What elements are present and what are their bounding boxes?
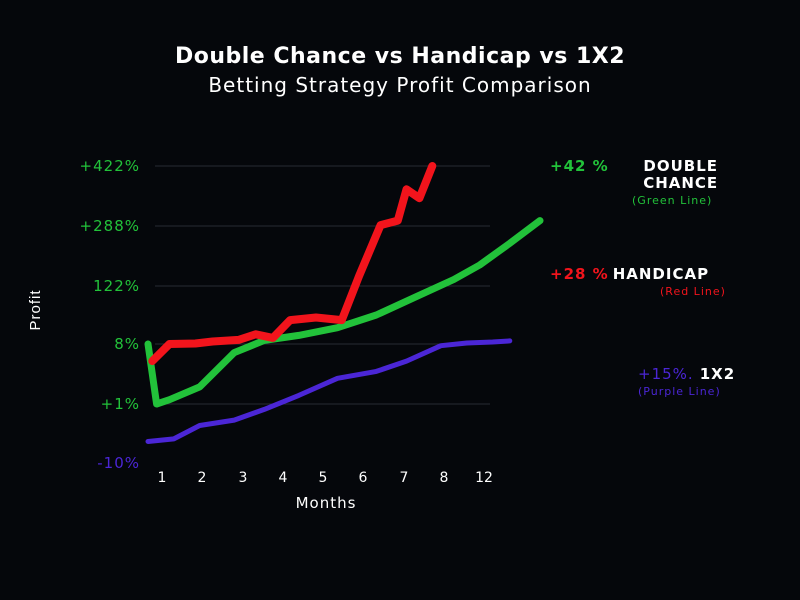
legend-value: +15%. xyxy=(638,365,694,383)
y-axis-ticks: -10% +1% 8% 122% +288% +422% xyxy=(80,157,140,472)
legend-name: 1X2 xyxy=(699,365,736,383)
x-tick-label: 12 xyxy=(475,470,493,486)
legend-handicap: +28 % HANDICAP (Red Line) xyxy=(550,266,726,300)
x-axis-label: Months xyxy=(296,494,357,512)
chart-subtitle: Betting Strategy Profit Comparison xyxy=(208,73,592,97)
legend-name: HANDICAP xyxy=(612,265,710,283)
x-tick-label: 8 xyxy=(440,470,449,486)
x-tick-label: 1 xyxy=(158,470,167,486)
legend-double-chance: +42 % DOUBLE CHANCE (Green Line) xyxy=(550,158,741,209)
y-tick-label: +288% xyxy=(80,217,140,235)
legend-value: +28 % xyxy=(550,265,609,283)
legend-note: (Purple Line) xyxy=(638,385,721,398)
x-tick-label: 7 xyxy=(400,470,409,486)
y-tick-label: +1% xyxy=(101,395,140,413)
x-tick-label: 2 xyxy=(198,470,207,486)
y-tick-label: -10% xyxy=(97,454,140,472)
legend-value: +42 % xyxy=(550,157,609,175)
series-lines xyxy=(144,162,544,444)
y-tick-label: 122% xyxy=(93,277,140,295)
series-line-handicap xyxy=(148,162,437,366)
x-tick-label: 6 xyxy=(359,470,368,486)
series-line-1x2 xyxy=(145,338,513,444)
y-tick-label: 8% xyxy=(114,335,140,353)
legend-name: DOUBLE CHANCE xyxy=(643,157,719,192)
x-tick-label: 4 xyxy=(279,470,288,486)
legend-note: (Red Line) xyxy=(660,285,726,298)
legend-note: (Green Line) xyxy=(632,194,713,207)
y-axis-label: Profit xyxy=(27,289,44,330)
x-tick-label: 5 xyxy=(319,470,328,486)
x-tick-label: 3 xyxy=(239,470,248,486)
x-axis-ticks: 1 2 3 4 5 6 7 8 12 xyxy=(158,470,493,486)
chart-title: Double Chance vs Handicap vs 1X2 xyxy=(174,44,626,69)
series-line-double-chance xyxy=(144,217,544,408)
legend-1x2: +15%. 1X2 (Purple Line) xyxy=(638,366,735,400)
y-tick-label: +422% xyxy=(80,157,140,175)
